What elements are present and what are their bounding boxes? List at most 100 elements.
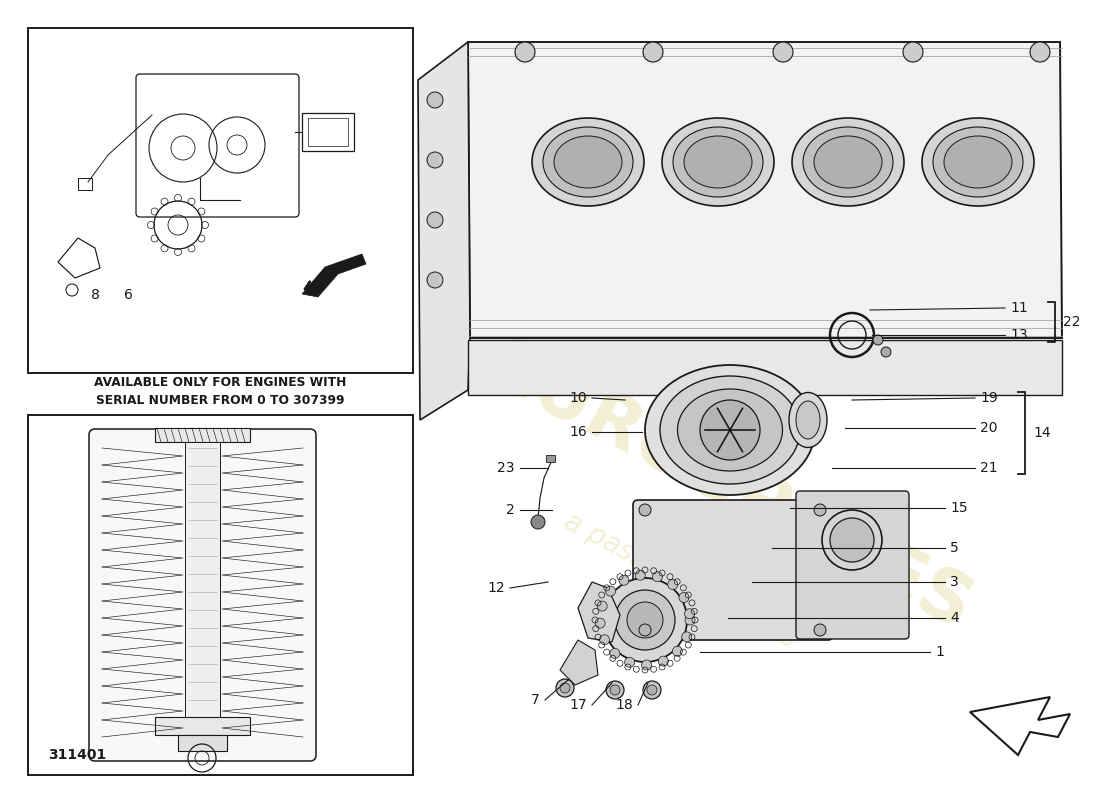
Circle shape [685,615,695,625]
Circle shape [830,518,874,562]
Text: 18: 18 [615,698,632,712]
Text: EUROSPARES: EUROSPARES [477,334,983,646]
Text: 5: 5 [950,541,959,555]
Circle shape [814,624,826,636]
Circle shape [773,42,793,62]
Circle shape [881,347,891,357]
Text: 19: 19 [980,391,998,405]
Bar [178,735,227,751]
Text: 12: 12 [487,581,505,595]
Circle shape [682,632,692,642]
Text: 22: 22 [1063,315,1080,329]
Circle shape [700,400,760,460]
Ellipse shape [814,136,882,188]
Ellipse shape [933,127,1023,197]
Circle shape [639,504,651,516]
Circle shape [556,679,574,697]
Polygon shape [468,340,1062,395]
Text: 21: 21 [980,461,998,475]
Polygon shape [302,254,366,297]
Circle shape [639,624,651,636]
Polygon shape [970,697,1070,755]
Circle shape [597,601,607,611]
Text: 17: 17 [570,698,587,712]
Ellipse shape [532,118,644,206]
Text: 16: 16 [570,425,587,439]
Circle shape [595,618,605,628]
Circle shape [647,685,657,695]
Circle shape [625,658,635,667]
Circle shape [658,656,669,666]
Circle shape [610,685,620,695]
Ellipse shape [645,365,815,495]
Circle shape [644,681,661,699]
Ellipse shape [796,401,820,439]
Circle shape [627,602,663,638]
Text: 2: 2 [506,503,515,517]
Ellipse shape [922,118,1034,206]
Circle shape [641,660,651,670]
Bar [28,28,412,373]
Bar [78,178,92,190]
Text: 8: 8 [90,288,99,302]
Circle shape [515,42,535,62]
Text: 4: 4 [950,611,959,625]
Circle shape [560,683,570,693]
Text: 14: 14 [1033,426,1050,440]
Circle shape [672,646,682,656]
Circle shape [684,609,694,618]
Circle shape [531,515,544,529]
Ellipse shape [792,118,904,206]
Circle shape [427,212,443,228]
Polygon shape [560,640,598,685]
Text: 3: 3 [950,575,959,589]
Text: 1: 1 [935,645,944,659]
Ellipse shape [660,376,800,484]
Bar [302,113,354,151]
Text: 6: 6 [123,288,132,302]
Bar [185,442,220,717]
Text: 23: 23 [497,461,515,475]
Circle shape [873,335,883,345]
Circle shape [603,578,688,662]
Circle shape [679,593,689,602]
Text: a passion for parts: a passion for parts [559,507,801,653]
Circle shape [600,634,609,645]
FancyBboxPatch shape [89,429,316,761]
Circle shape [644,42,663,62]
Bar [28,415,412,775]
Text: 11: 11 [1010,301,1027,315]
Bar [155,717,250,735]
Ellipse shape [684,136,752,188]
Polygon shape [578,582,620,642]
Text: SERIAL NUMBER FROM 0 TO 307399: SERIAL NUMBER FROM 0 TO 307399 [96,394,344,406]
Text: AVAILABLE ONLY FOR ENGINES WITH: AVAILABLE ONLY FOR ENGINES WITH [94,375,346,389]
Ellipse shape [543,127,632,197]
Circle shape [615,590,675,650]
Bar [155,428,250,442]
FancyBboxPatch shape [632,500,833,640]
Circle shape [903,42,923,62]
Circle shape [605,586,616,596]
Text: 15: 15 [950,501,968,515]
Circle shape [609,649,620,658]
Text: 5: 5 [956,116,1060,234]
Ellipse shape [803,127,893,197]
Circle shape [427,272,443,288]
Ellipse shape [789,393,827,447]
Ellipse shape [678,389,782,471]
Circle shape [814,504,826,516]
Circle shape [427,152,443,168]
Ellipse shape [662,118,774,206]
Polygon shape [468,42,1062,338]
FancyBboxPatch shape [796,491,909,639]
Text: 311401: 311401 [48,748,107,762]
Bar [308,118,348,146]
Circle shape [1030,42,1050,62]
Circle shape [652,572,662,582]
Text: 13: 13 [1010,328,1027,342]
Text: 10: 10 [570,391,587,405]
Circle shape [619,575,629,586]
Circle shape [427,92,443,108]
Bar [546,455,556,462]
